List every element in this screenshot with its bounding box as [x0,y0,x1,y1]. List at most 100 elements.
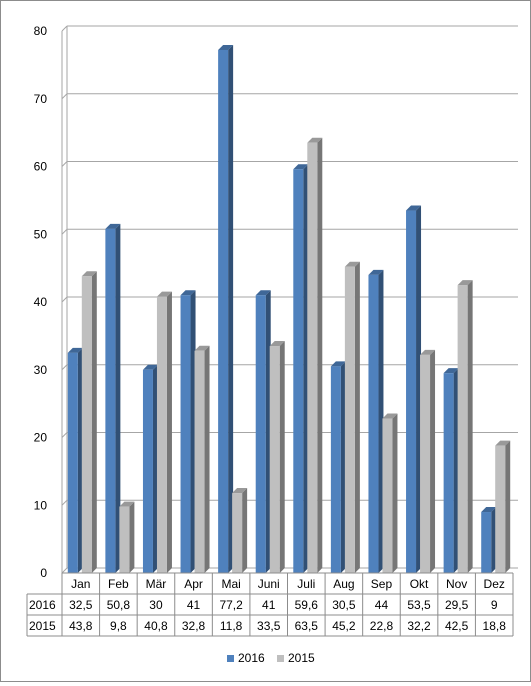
bar-2016-Okt [406,210,417,573]
bar-top-2016-Juni [255,290,271,296]
gridline-side [61,432,68,438]
category-label: Dez [484,577,505,591]
y-tick-label: 10 [34,498,48,512]
table-cell: 22,8 [370,619,394,633]
table-cell: 9,8 [110,619,127,633]
bar-top-2015-Sep [382,413,398,419]
table-cell: 32,5 [69,598,93,612]
bar-top-2015-Mär [156,291,172,297]
bar-2016-Sep [368,274,379,573]
bar-side-2016-Dez [491,507,497,573]
y-tick-label: 30 [34,363,48,377]
bar-side-2016-Okt [416,205,422,573]
y-tick-label: 0 [40,566,47,580]
bar-2016-Mär [142,369,153,573]
category-label: Jan [71,577,90,591]
category-label: Juli [297,577,315,591]
bar-side-2016-Mär [152,364,158,573]
bar-top-2016-Juli [293,164,309,170]
bar-top-2015-Okt [420,349,436,355]
bar-2016-Juli [293,169,304,573]
bar-top-2015-Apr [194,345,210,351]
bar-2015-Juli [307,142,318,573]
bar-top-2015-Nov [457,280,473,286]
bar-side-2015-Apr [204,345,210,573]
gridline-side [61,161,68,167]
table-cell: 63,5 [295,619,319,633]
y-tick-label: 40 [34,295,48,309]
category-label: Mai [221,577,240,591]
bar-2016-Mai [218,49,229,574]
bar-2016-Jan [67,352,78,573]
bar-2015-Feb [119,506,130,573]
category-label: Feb [108,577,129,591]
category-label: Aug [333,577,354,591]
table-cell: 32,8 [182,619,206,633]
table-cell: 44 [375,598,389,612]
table-cell: 59,6 [295,598,319,612]
bar-2015-Sep [382,418,393,573]
bar-2015-Juni [269,346,280,573]
table-cell: 30,5 [332,598,356,612]
bar-side-2015-Nov [467,280,473,573]
y-tick-label: 60 [34,160,48,174]
bar-side-2015-Mär [166,291,172,573]
gridline-side [61,567,68,574]
table-cell: 29,5 [445,598,469,612]
category-label: Sep [371,577,393,591]
category-label: Okt [410,577,429,591]
table-cell: 41 [187,598,201,612]
bar-side-2016-Feb [115,223,121,573]
bar-2016-Nov [443,373,454,573]
table-cell: 53,5 [407,598,431,612]
bar-side-2016-Mai [228,44,234,574]
bar-side-2015-Dez [505,440,511,573]
bar-top-2016-Mär [142,364,158,370]
bar-2015-Aug [344,266,355,573]
bar-side-2015-Aug [354,261,360,573]
gridline-side [61,296,68,303]
category-label: Mär [146,577,167,591]
table-cell: 9 [491,598,498,612]
bar-2015-Nov [457,285,468,573]
y-tick-label: 20 [34,431,48,445]
gridline-side [61,228,68,235]
bar-side-2015-Jan [91,271,97,573]
bar-side-2016-Sep [378,269,384,573]
bar-top-2016-Feb [105,223,121,229]
legend-marker-2015 [277,655,284,662]
bar-top-2015-Aug [344,261,360,267]
bar-side-2016-Jan [77,347,83,573]
table-cell: 40,8 [144,619,168,633]
table-cell: 18,8 [483,619,507,633]
table-cell: 77,2 [219,598,243,612]
bar-2016-Juni [255,295,266,573]
bar-top-2015-Mai [232,488,248,494]
bar-2015-Mai [232,493,243,573]
y-tick-label: 70 [34,92,48,106]
bar-2016-Aug [330,366,341,573]
bar-side-2016-Juli [303,164,309,573]
y-tick-label: 50 [34,227,48,241]
table-row-header: 2015 [29,619,56,633]
legend-label: 2016 [238,651,265,665]
bar-2015-Dez [495,445,506,573]
gridline-side [61,364,68,371]
bar-2016-Dez [481,512,492,573]
bar-2015-Mär [156,296,167,573]
bar-side-2015-Okt [430,349,436,573]
category-label: Juni [258,577,280,591]
gridline-side [61,93,68,100]
bar-side-2015-Juni [279,341,285,573]
bar-side-2015-Sep [392,413,398,573]
bar-top-2016-Dez [481,507,497,513]
bar-top-2016-Apr [180,290,196,296]
table-cell: 30 [149,598,163,612]
bar-side-2016-Nov [453,368,459,573]
table-cell: 41 [262,598,276,612]
bar-top-2015-Feb [119,501,135,507]
table-cell: 33,5 [257,619,281,633]
bar-top-2016-Okt [406,205,422,211]
